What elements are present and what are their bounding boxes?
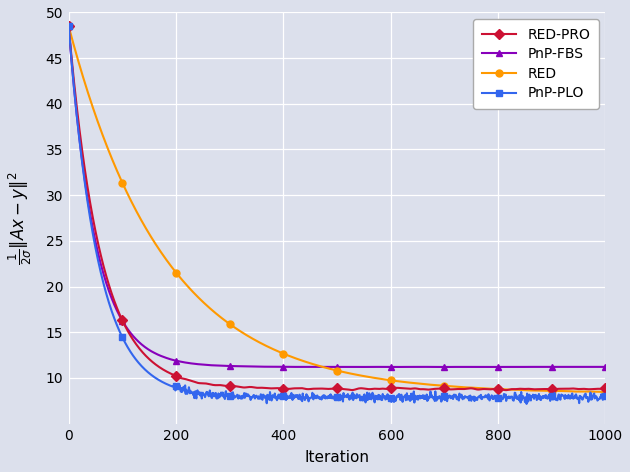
PnP-PLO: [540, 394, 547, 400]
RED-PRO: [483, 387, 491, 392]
Line: RED: RED: [65, 23, 609, 396]
PnP-PLO: [98, 272, 105, 278]
RED: [575, 389, 583, 395]
RED-PRO: [576, 386, 583, 392]
RED-PRO: [174, 374, 181, 379]
RED: [539, 388, 547, 394]
RED-PRO: [502, 388, 510, 393]
Line: PnP-PLO: PnP-PLO: [65, 23, 609, 407]
PnP-PLO: [503, 396, 510, 401]
PnP-PLO: [602, 393, 609, 399]
PnP-PLO: [174, 383, 181, 389]
RED-PRO: [602, 386, 609, 391]
Line: RED-PRO: RED-PRO: [65, 23, 609, 394]
PnP-FBS: [540, 364, 547, 370]
PnP-FBS: [602, 364, 609, 370]
X-axis label: Iteration: Iteration: [304, 450, 370, 465]
RED: [503, 387, 510, 392]
Legend: RED-PRO, PnP-FBS, RED, PnP-PLO: RED-PRO, PnP-FBS, RED, PnP-PLO: [473, 19, 598, 109]
PnP-FBS: [98, 263, 105, 269]
RED: [98, 129, 105, 135]
RED-PRO: [98, 255, 105, 261]
RED-PRO: [65, 23, 72, 29]
PnP-FBS: [174, 358, 181, 364]
RED: [483, 386, 491, 391]
RED: [602, 389, 609, 395]
RED-PRO: [503, 387, 511, 393]
PnP-PLO: [523, 401, 530, 407]
PnP-PLO: [483, 393, 491, 399]
RED: [65, 23, 72, 29]
PnP-FBS: [484, 364, 491, 370]
Y-axis label: $\frac{1}{2\sigma}\|Ax - y\|^2$: $\frac{1}{2\sigma}\|Ax - y\|^2$: [7, 171, 35, 265]
RED-PRO: [540, 386, 547, 392]
PnP-PLO: [576, 393, 583, 399]
PnP-FBS: [483, 364, 491, 370]
PnP-FBS: [503, 364, 511, 370]
RED: [174, 272, 181, 278]
PnP-PLO: [65, 23, 72, 29]
Line: PnP-FBS: PnP-FBS: [65, 23, 609, 371]
PnP-FBS: [65, 23, 72, 29]
PnP-FBS: [576, 364, 583, 370]
